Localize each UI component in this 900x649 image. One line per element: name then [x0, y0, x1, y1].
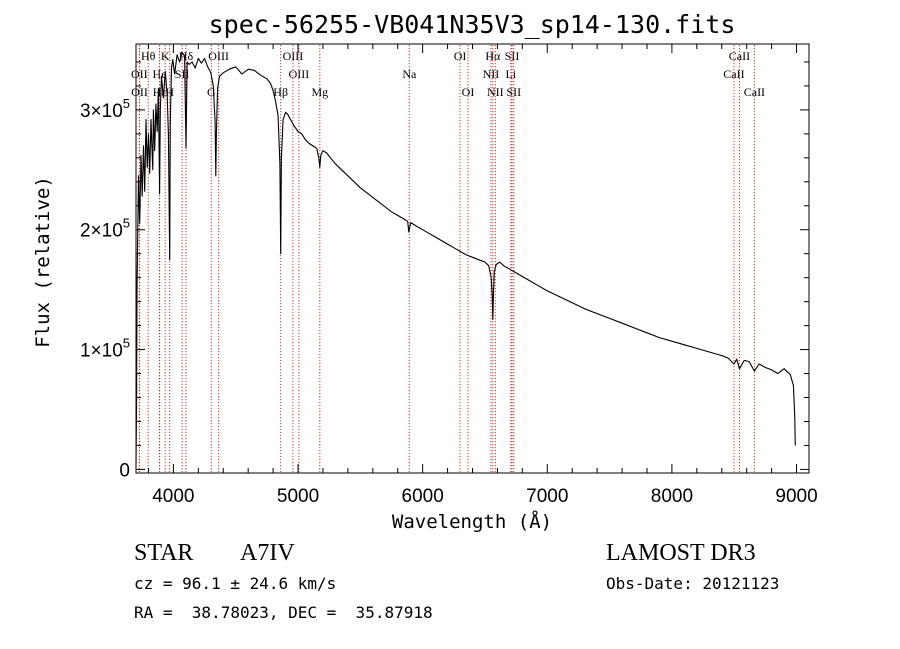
y-tick-exponent: 5	[123, 336, 130, 351]
line-marker-label: SII	[505, 49, 520, 63]
line-marker-label: H	[165, 85, 174, 99]
line-marker-label: Hα	[485, 49, 501, 63]
line-marker-label: CaII	[744, 85, 765, 99]
x-tick-label: 8000	[651, 486, 693, 507]
object-subclass: A7IV	[240, 540, 295, 566]
y-tick-exponent: 5	[123, 216, 130, 231]
line-marker-label: Na	[402, 67, 417, 81]
y-tick-exponent: 5	[123, 96, 130, 111]
plot-frame	[135, 43, 810, 474]
redshift-velocity: cz = 96.1 ± 24.6 km/s	[134, 574, 337, 593]
y-tick-label: 3×105	[80, 96, 130, 122]
line-marker-label: SII	[506, 85, 521, 99]
line-marker-label: Li	[506, 67, 517, 81]
line-marker-label: NII	[487, 85, 504, 99]
line-marker-label: NII	[483, 67, 500, 81]
x-axis: 4000 5000 6000 7000 8000 9000	[147, 44, 818, 507]
line-marker-label: Hθ	[141, 49, 156, 63]
survey-name: LAMOST DR3	[606, 540, 756, 566]
line-marker-label: Mg	[311, 85, 328, 99]
y-tick-label: 2×105	[80, 216, 130, 242]
x-axis-label: Wavelength (Å)	[392, 510, 552, 533]
line-marker-label: G	[207, 85, 216, 99]
chart-title: spec-56255-VB041N35V3_sp14-130.fits	[209, 10, 736, 39]
line-marker-label: CaII	[729, 49, 750, 63]
x-tick-label: 5000	[277, 486, 319, 507]
line-marker-label: OIII	[208, 49, 229, 63]
line-marker-label: CaII	[723, 67, 744, 81]
y-axis-label: Flux (relative)	[32, 176, 54, 348]
observation-date: Obs-Date: 20121123	[606, 574, 780, 593]
line-marker-label: Hβ	[273, 85, 288, 99]
line-marker-label: OI	[454, 49, 467, 63]
x-tick-label: 4000	[152, 486, 194, 507]
line-marker-label: OII	[131, 67, 148, 81]
sky-coordinates: RA = 38.78023, DEC = 35.87918	[134, 603, 433, 622]
line-marker-label: He	[153, 67, 167, 81]
y-tick-label: 0	[119, 460, 130, 481]
line-marker-label: SII	[175, 67, 190, 81]
object-class: STAR	[134, 540, 194, 566]
x-tick-label: 9000	[775, 486, 817, 507]
line-marker-label: K	[161, 49, 170, 63]
x-tick-label: 6000	[402, 486, 444, 507]
spectrum-line	[135, 51, 796, 464]
line-marker-label: OIII	[289, 67, 310, 81]
line-marker-label: OI	[462, 85, 475, 99]
line-marker-label: OIII	[283, 49, 304, 63]
y-tick-label: 1×105	[80, 336, 130, 362]
y-axis: 0 1×105 2×105 3×105	[80, 61, 809, 481]
line-marker-label: OII	[131, 85, 148, 99]
x-tick-label: 7000	[526, 486, 568, 507]
